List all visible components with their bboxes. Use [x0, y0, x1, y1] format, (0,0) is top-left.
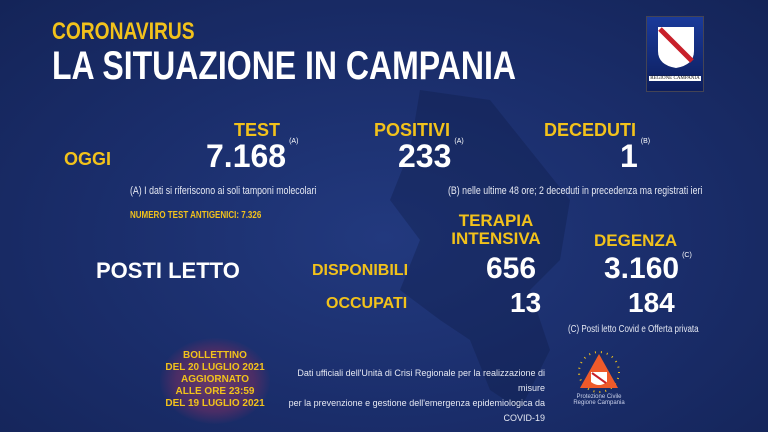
protezione-civile-logo — [578, 351, 620, 393]
antigen-tests: NUMERO TEST ANTIGENICI: 7.326 — [130, 210, 262, 221]
campania-map — [390, 90, 570, 410]
today-label: OGGI — [64, 149, 112, 169]
posti-letto-label: POSTI LETTO — [96, 258, 240, 283]
deceduti-value: 1 (B) — [620, 138, 651, 174]
regione-campania-logo: REGIONE CAMPANIA — [646, 16, 704, 92]
page-title: LA SITUAZIONE IN CAMPANIA — [52, 44, 516, 88]
bulletin-info: BOLLETTINO DEL 20 LUGLIO 2021 AGGIORNATO AL… — [165, 350, 265, 409]
virus-icon — [160, 338, 270, 424]
degenza-disponibili: 3.160 (C) — [604, 252, 692, 285]
test-value: 7.168 (A) — [206, 138, 299, 174]
disponibili-label: DISPONIBILI — [312, 262, 409, 279]
test-label: TEST — [234, 120, 281, 140]
occupati-label: OCCUPATI — [326, 295, 408, 312]
deceduti-label: DECEDUTI — [544, 120, 637, 140]
positivi-label: POSITIVI — [374, 120, 451, 140]
pc-caption: Protezione Civile Regione Campania — [573, 394, 625, 406]
note-a: (A) I dati si riferiscono ai soli tampon… — [130, 185, 317, 197]
positivi-value: 233 (A) — [398, 138, 464, 174]
footer-text: Dati ufficiali dell'Unità di Crisi Regio… — [288, 368, 545, 423]
ti-label: TERAPIA INTENSIVA — [451, 211, 541, 248]
note-c: (C) Posti letto Covid e Offerta privata — [568, 324, 699, 335]
degenza-occupati: 184 — [628, 287, 675, 318]
degenza-label: DEGENZA — [594, 231, 678, 250]
coat-of-arms-icon — [658, 27, 694, 68]
ti-occupati: 13 — [510, 287, 542, 318]
ti-disponibili: 656 — [486, 252, 537, 285]
kicker: CORONAVIRUS — [52, 18, 195, 45]
note-b: (B) nelle ultime 48 ore; 2 deceduti in p… — [448, 185, 703, 197]
